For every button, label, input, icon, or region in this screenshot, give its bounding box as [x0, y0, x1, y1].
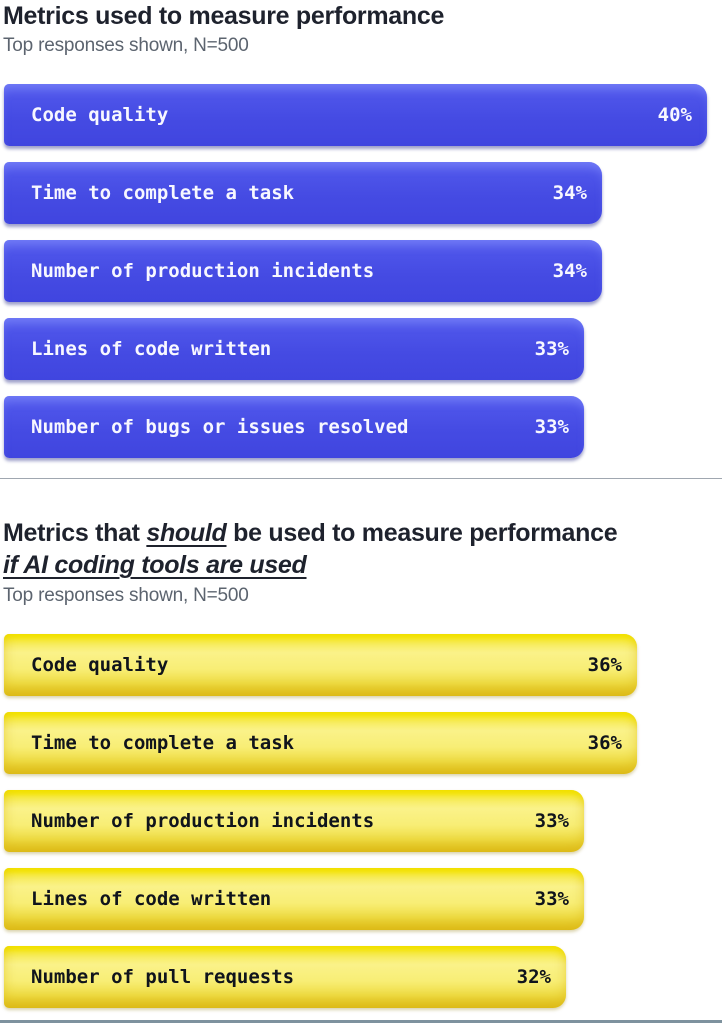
bar-value-label: 33%	[534, 416, 569, 438]
title-emphasis-should: should	[146, 519, 227, 547]
section-divider	[0, 478, 722, 479]
bar-row: Number of pull requests 32%	[4, 946, 566, 1008]
bar-category-label: Code quality	[31, 654, 169, 676]
chart-subtitle: Top responses shown, N=500	[3, 585, 249, 606]
chart-subtitle: Top responses shown, N=500	[3, 35, 249, 56]
bar-chart-metrics-used: Code quality 40% Time to complete a task 34…	[0, 84, 722, 458]
bar-value-label: 33%	[534, 810, 569, 832]
bar-category-label: Number of pull requests	[31, 966, 295, 988]
bar-category-label: Number of bugs or issues resolved	[31, 416, 409, 438]
bar-category-label: Lines of code written	[31, 338, 272, 360]
bar-value-label: 34%	[552, 260, 587, 282]
bar-category-label: Time to complete a task	[31, 732, 295, 754]
bar-row: Number of bugs or issues resolved 33%	[4, 396, 584, 458]
bar-value-label: 40%	[657, 104, 692, 126]
bar-value-label: 33%	[534, 888, 569, 910]
bar-row: Code quality 40%	[4, 84, 707, 146]
chart-title-metrics-should-use: Metrics that should be used to measure p…	[3, 517, 722, 581]
bar-value-label: 36%	[587, 654, 622, 676]
bar-row: Time to complete a task 34%	[4, 162, 602, 224]
bar-row: Number of production incidents 33%	[4, 790, 584, 852]
title-text: Metrics used to measure performance	[3, 2, 445, 30]
title-text: be used to measure performance	[226, 519, 618, 547]
bar-value-label: 36%	[587, 732, 622, 754]
bar-row: Number of production incidents 34%	[4, 240, 602, 302]
chart-title-metrics-used: Metrics used to measure performance	[3, 1, 722, 31]
bar-row: Lines of code written 33%	[4, 318, 584, 380]
bar-category-label: Lines of code written	[31, 888, 272, 910]
section-metrics-should-use: Metrics that should be used to measure p…	[0, 479, 722, 1008]
bar-category-label: Number of production incidents	[31, 810, 375, 832]
bar-category-label: Code quality	[31, 104, 169, 126]
bar-value-label: 33%	[534, 338, 569, 360]
section-metrics-used: Metrics used to measure performance Top …	[0, 0, 722, 458]
bar-row: Code quality 36%	[4, 634, 637, 696]
bar-category-label: Time to complete a task	[31, 182, 295, 204]
bar-row: Lines of code written 33%	[4, 868, 584, 930]
bar-value-label: 32%	[516, 966, 551, 988]
bar-row: Time to complete a task 36%	[4, 712, 637, 774]
bar-value-label: 34%	[552, 182, 587, 204]
bar-category-label: Number of production incidents	[31, 260, 375, 282]
title-line2-if-ai-tools: if AI coding tools are used	[3, 551, 307, 579]
bar-chart-metrics-should-use: Code quality 36% Time to complete a task 36…	[0, 634, 722, 1008]
title-text: Metrics that	[3, 519, 147, 547]
